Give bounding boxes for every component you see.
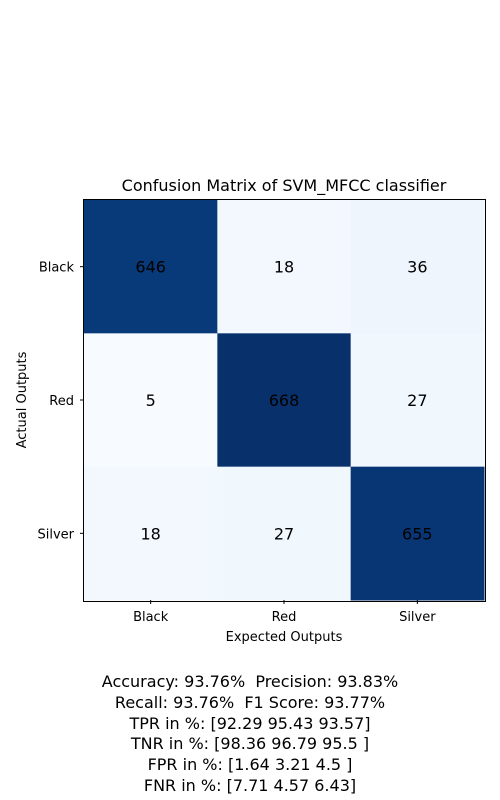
matrix-cell-label-2-0: 18 bbox=[140, 524, 160, 543]
matrix-cell-2-1 bbox=[217, 466, 352, 601]
x-tick-label: Black bbox=[133, 610, 169, 625]
matrix-cell-label-1-2: 27 bbox=[407, 391, 427, 410]
matrix-cell-0-1 bbox=[217, 200, 352, 334]
x-tick-label: Silver bbox=[399, 610, 436, 625]
matrix-cell-label-2-1: 27 bbox=[274, 524, 294, 543]
y-tick-label: Red bbox=[49, 394, 74, 409]
matrix-cell-0-2 bbox=[350, 200, 485, 334]
matrix-cell-1-0 bbox=[84, 333, 218, 468]
metrics-line-tpr: TPR in %: [92.29 95.43 93.57] bbox=[129, 713, 371, 733]
metrics-line-tnr: TNR in %: [98.36 96.79 95.5 ] bbox=[130, 734, 370, 754]
matrix-cell-label-2-2: 655 bbox=[402, 524, 433, 543]
metrics-line-fpr: FPR in %: [1.64 3.21 4.5 ] bbox=[147, 755, 353, 775]
y-tick-label: Silver bbox=[37, 527, 74, 542]
confusion-matrix-chart: Confusion Matrix of SVM_MFCC classifier … bbox=[15, 176, 486, 645]
matrix-cell-2-0 bbox=[84, 466, 218, 601]
metrics-panel: Accuracy: 93.76% Precision: 93.83% Recal… bbox=[0, 672, 500, 797]
chart-title: Confusion Matrix of SVM_MFCC classifier bbox=[122, 176, 447, 196]
matrix-cell-1-1 bbox=[217, 333, 352, 468]
metrics-line-fnr: FNR in %: [7.71 4.57 6.43] bbox=[143, 775, 357, 795]
matrix-cell-label-0-2: 36 bbox=[407, 258, 427, 277]
matrix-cell-label-1-0: 5 bbox=[146, 391, 156, 410]
matrix-cell-label-1-1: 668 bbox=[269, 391, 300, 410]
matrix-cell-2-2 bbox=[350, 466, 485, 601]
x-axis-label: Expected Outputs bbox=[226, 630, 343, 645]
matrix-cell-label-0-0: 646 bbox=[135, 258, 166, 277]
matrix-cell-1-2 bbox=[350, 333, 485, 468]
metrics-line-recall-f1: Recall: 93.76% F1 Score: 93.77% bbox=[114, 692, 386, 712]
y-tick-label: Black bbox=[39, 261, 75, 276]
x-tick-label: Red bbox=[272, 610, 297, 625]
metrics-line-accuracy-precision: Accuracy: 93.76% Precision: 93.83% bbox=[101, 672, 399, 691]
y-axis-label: Actual Outputs bbox=[15, 351, 30, 448]
matrix-cell-label-0-1: 18 bbox=[274, 258, 294, 277]
matrix-cell-0-0 bbox=[84, 200, 218, 334]
